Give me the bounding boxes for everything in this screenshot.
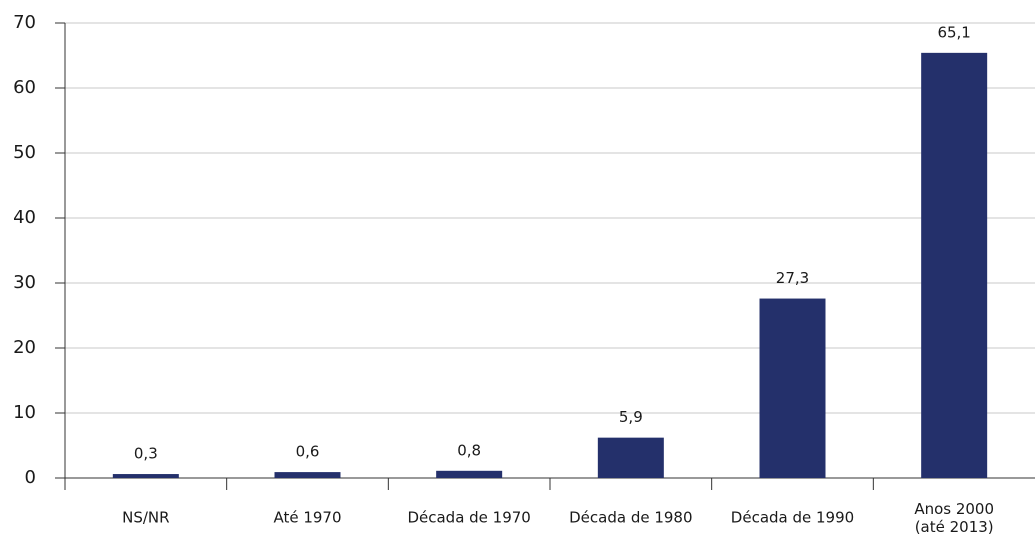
- value-label: 0,3: [134, 445, 158, 463]
- y-tick-label: 40: [13, 207, 36, 228]
- value-label: 27,3: [776, 269, 809, 287]
- x-tick-label: Década de 1970: [407, 509, 530, 527]
- x-tick-label: Década de 1990: [731, 509, 854, 527]
- x-tick-label: Anos 2000 (até 2013): [914, 500, 994, 536]
- y-tick-label: 60: [13, 77, 36, 98]
- bar: [436, 470, 503, 478]
- x-tick-label: Década de 1980: [569, 509, 692, 527]
- value-label: 65,1: [937, 23, 970, 41]
- value-label: 0,8: [457, 441, 481, 459]
- y-tick-label: 50: [13, 142, 36, 163]
- bar: [274, 472, 341, 478]
- y-tick-label: 0: [25, 467, 36, 488]
- value-label: 0,6: [296, 443, 320, 461]
- bar: [112, 474, 179, 478]
- y-tick-label: 70: [13, 12, 36, 33]
- bar: [597, 437, 664, 478]
- value-label: 5,9: [619, 408, 643, 426]
- y-tick-label: 30: [13, 272, 36, 293]
- y-tick-label: 10: [13, 402, 36, 423]
- y-tick-label: 20: [13, 337, 36, 358]
- bar: [921, 52, 988, 478]
- bar: [759, 298, 826, 478]
- x-tick-label: Até 1970: [273, 509, 341, 527]
- x-tick-label: NS/NR: [122, 509, 169, 527]
